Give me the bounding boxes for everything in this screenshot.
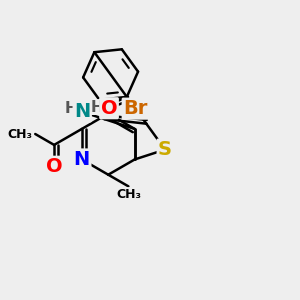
Text: N: N bbox=[74, 150, 90, 169]
Text: N: N bbox=[74, 102, 90, 121]
Text: CH₃: CH₃ bbox=[7, 128, 32, 140]
Text: Br: Br bbox=[123, 99, 148, 118]
Text: O: O bbox=[46, 157, 62, 176]
Text: H: H bbox=[90, 100, 103, 115]
Text: O: O bbox=[101, 99, 117, 118]
Text: CH₃: CH₃ bbox=[116, 188, 141, 201]
Text: H: H bbox=[64, 101, 77, 116]
Text: S: S bbox=[158, 140, 172, 159]
